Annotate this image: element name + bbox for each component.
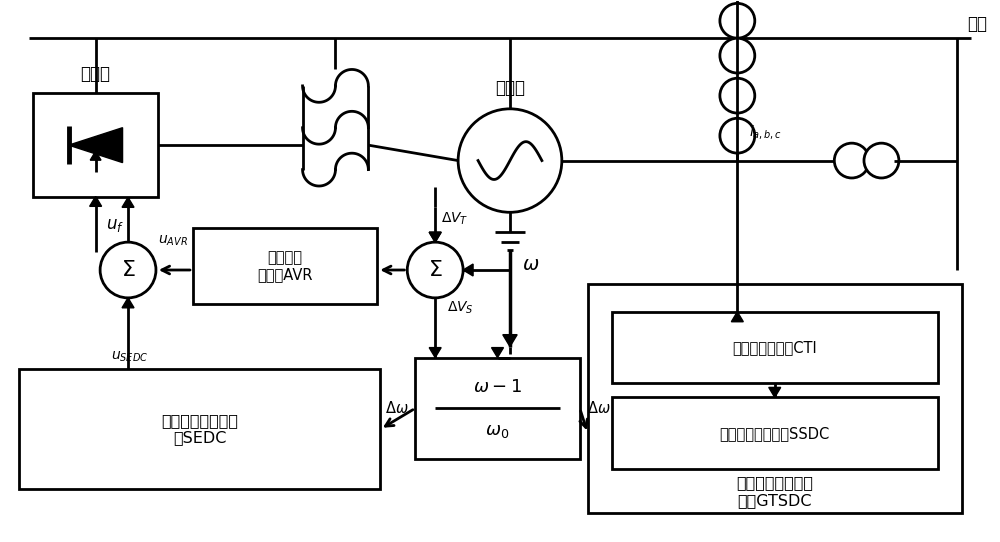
Circle shape <box>458 109 562 212</box>
Text: $\omega$: $\omega$ <box>522 255 539 274</box>
Text: 发电机: 发电机 <box>495 79 525 97</box>
Polygon shape <box>429 347 441 358</box>
Bar <box>612 397 938 469</box>
Circle shape <box>834 143 869 178</box>
Text: $u_{SEDC}$: $u_{SEDC}$ <box>111 349 149 364</box>
Circle shape <box>720 118 755 153</box>
Text: $\Delta V_T$: $\Delta V_T$ <box>441 210 469 227</box>
Polygon shape <box>503 334 517 347</box>
Text: 电流跟踪逆变器CTI: 电流跟踪逆变器CTI <box>732 340 817 355</box>
Text: $\Delta\omega$: $\Delta\omega$ <box>385 401 408 416</box>
Text: $\Sigma$: $\Sigma$ <box>428 260 442 280</box>
Text: 次同步阱尼控制器SSDC: 次同步阱尼控制器SSDC <box>720 425 830 441</box>
Text: $\Delta V_S$: $\Delta V_S$ <box>447 300 474 316</box>
Bar <box>588 284 962 513</box>
Text: 主网: 主网 <box>967 15 987 33</box>
Polygon shape <box>429 232 441 242</box>
Text: $\omega_0$: $\omega_0$ <box>485 423 510 441</box>
Circle shape <box>100 242 156 298</box>
Text: 附加励磁阱尼控制
器SEDC: 附加励磁阱尼控制 器SEDC <box>161 413 238 446</box>
Text: 逆变器: 逆变器 <box>81 65 111 83</box>
Text: $\omega - 1$: $\omega - 1$ <box>473 378 522 396</box>
Bar <box>612 312 938 383</box>
Text: 机端次同步阱尼控
制器GTSDC: 机端次同步阱尼控 制器GTSDC <box>736 475 813 508</box>
Polygon shape <box>90 196 102 207</box>
Bar <box>19 370 380 489</box>
Text: 自动电压
调整器AVR: 自动电压 调整器AVR <box>257 250 313 282</box>
Polygon shape <box>769 388 781 397</box>
Circle shape <box>864 143 899 178</box>
Polygon shape <box>90 151 101 160</box>
Text: $u_f$: $u_f$ <box>106 216 124 234</box>
Text: $\Delta\omega$: $\Delta\omega$ <box>587 401 610 416</box>
Polygon shape <box>429 232 441 242</box>
Circle shape <box>407 242 463 298</box>
Bar <box>33 93 158 197</box>
Bar <box>193 228 377 304</box>
Text: $i_{a,b,c}$: $i_{a,b,c}$ <box>749 123 782 141</box>
Polygon shape <box>463 264 473 276</box>
Text: $\Sigma$: $\Sigma$ <box>121 260 135 280</box>
Circle shape <box>720 3 755 38</box>
Polygon shape <box>731 312 743 322</box>
Circle shape <box>720 78 755 113</box>
Polygon shape <box>492 347 503 358</box>
Circle shape <box>720 38 755 73</box>
Polygon shape <box>122 197 134 208</box>
Polygon shape <box>122 298 134 308</box>
Bar <box>415 358 580 459</box>
Text: $u_{AVR}$: $u_{AVR}$ <box>158 234 188 248</box>
Polygon shape <box>69 128 123 163</box>
